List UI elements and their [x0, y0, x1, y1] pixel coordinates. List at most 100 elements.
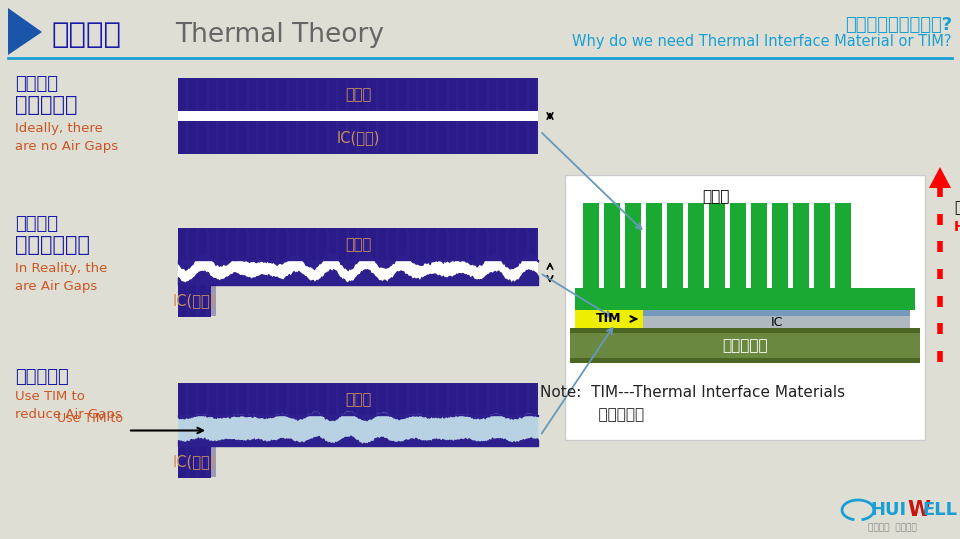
Bar [229, 79, 236, 110]
Bar [329, 229, 336, 260]
Bar [349, 384, 356, 415]
Bar [489, 79, 496, 110]
Bar [269, 79, 276, 110]
Bar [229, 122, 236, 153]
Bar [289, 384, 296, 415]
Bar [409, 79, 416, 110]
Bar [667, 203, 683, 288]
Bar [570, 328, 920, 333]
Bar [289, 229, 296, 260]
Bar [389, 229, 396, 260]
Bar [189, 79, 196, 110]
Bar [178, 78, 538, 111]
Bar [209, 79, 216, 110]
Text: 为何需要热界面材料?: 为何需要热界面材料? [845, 16, 952, 34]
Bar [319, 229, 326, 260]
Bar [604, 203, 620, 288]
Bar [479, 384, 486, 415]
Text: 散热片: 散热片 [345, 87, 372, 102]
Bar [575, 310, 643, 328]
Text: TIM: TIM [596, 313, 622, 326]
Bar [178, 121, 538, 154]
Text: Heat Flow: Heat Flow [954, 220, 960, 234]
Bar [299, 79, 306, 110]
Bar [409, 122, 416, 153]
Bar [419, 79, 426, 110]
Text: 印刷电路板: 印刷电路板 [722, 338, 768, 353]
Bar [279, 229, 286, 260]
Bar [529, 384, 536, 415]
Bar [199, 285, 206, 316]
Bar [279, 79, 286, 110]
Text: In Reality, the
are Air Gaps: In Reality, the are Air Gaps [15, 262, 108, 293]
Text: 解决方法：: 解决方法： [15, 368, 69, 386]
Bar [459, 122, 466, 153]
Bar [279, 384, 286, 415]
Bar [575, 288, 915, 310]
Bar [449, 229, 456, 260]
Bar [519, 229, 526, 260]
Bar [329, 122, 336, 153]
Bar [189, 122, 196, 153]
Bar [399, 229, 406, 260]
Bar [249, 79, 256, 110]
Bar [399, 122, 406, 153]
Bar [429, 79, 436, 110]
Text: 实际上：: 实际上： [15, 215, 58, 233]
Text: IC(热源): IC(热源) [173, 454, 216, 469]
Bar [189, 446, 196, 477]
Polygon shape [929, 167, 951, 188]
Bar [299, 384, 306, 415]
Bar [643, 316, 910, 328]
Bar [219, 122, 226, 153]
Bar [369, 384, 376, 415]
Bar [489, 384, 496, 415]
Bar [439, 229, 446, 260]
Bar [349, 122, 356, 153]
Bar [429, 384, 436, 415]
Bar [229, 384, 236, 415]
Bar [219, 384, 226, 415]
Bar [178, 284, 211, 317]
Text: 散热片: 散热片 [703, 189, 730, 204]
Bar [349, 79, 356, 110]
Text: 汇聚百川  省家赢力: 汇聚百川 省家赢力 [868, 523, 917, 532]
Bar [419, 229, 426, 260]
Bar [519, 79, 526, 110]
Bar [279, 122, 286, 153]
Bar [730, 203, 746, 288]
Bar [469, 229, 476, 260]
Bar [519, 384, 526, 415]
Bar [289, 122, 296, 153]
Bar [349, 229, 356, 260]
Bar [178, 228, 538, 261]
Bar [178, 261, 538, 284]
Text: Thermal Theory: Thermal Theory [175, 22, 384, 48]
Bar [646, 203, 662, 288]
Bar [479, 79, 486, 110]
Bar [199, 122, 206, 153]
Bar [239, 229, 246, 260]
Bar [179, 122, 186, 153]
Bar [239, 384, 246, 415]
Bar [179, 446, 186, 477]
Bar [179, 79, 186, 110]
Bar [239, 122, 246, 153]
Bar [329, 384, 336, 415]
Bar [469, 384, 476, 415]
Bar [399, 79, 406, 110]
Bar [269, 229, 276, 260]
Bar [209, 122, 216, 153]
Bar [178, 416, 538, 445]
Bar [259, 384, 266, 415]
Bar [814, 203, 830, 288]
Bar [509, 79, 516, 110]
Bar [309, 384, 316, 415]
Bar [199, 446, 206, 477]
Bar [469, 122, 476, 153]
Bar [751, 203, 767, 288]
Bar [199, 229, 206, 260]
Bar [519, 122, 526, 153]
Bar [509, 122, 516, 153]
Bar [319, 122, 326, 153]
